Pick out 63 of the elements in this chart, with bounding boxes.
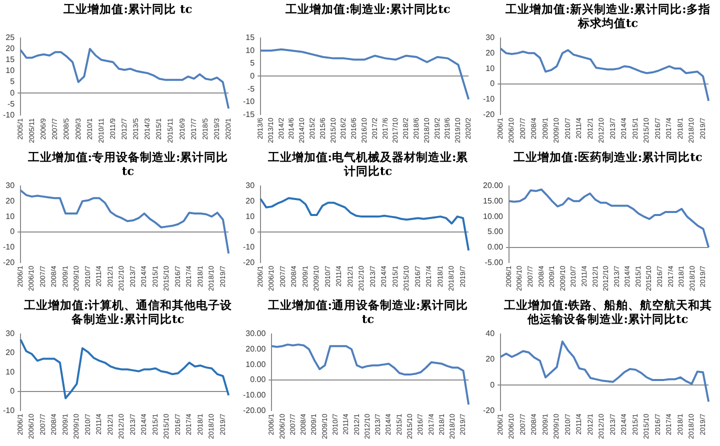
y-tick-label: 20 [486, 354, 496, 364]
y-tick-label: 10.00 [246, 360, 266, 369]
y-tick-label: 0 [250, 71, 256, 80]
chart-title: 工业增加值:电气机械及器材制造业:累计同比tc [266, 149, 470, 178]
y-tick-label: 0.00 [487, 242, 504, 252]
y-tick-label: 10 [246, 212, 256, 221]
y-tick-label: -5 [7, 99, 16, 108]
chart-title: 工业增加值:新兴制造业:累计同比:多指标求均值tc [504, 1, 712, 30]
y-tick-label: 20 [6, 44, 16, 54]
y-tick-label: 0 [250, 227, 256, 236]
y-tick-label: -10 [3, 110, 16, 120]
y-tick-label: -5.00 [484, 258, 504, 267]
y-tick-label: 20.00 [482, 181, 504, 190]
y-tick-label: 0 [490, 79, 496, 88]
y-tick-label: 30 [6, 181, 16, 190]
y-tick-label: 10 [6, 367, 16, 376]
y-tick-label: -20 [243, 258, 256, 267]
y-tick-label: -20 [483, 406, 496, 415]
y-tick-label: 5 [250, 58, 256, 68]
y-tick-label: 30 [6, 329, 16, 338]
y-tick-label: 0.00 [250, 375, 266, 384]
y-tick-label: 30.00 [246, 329, 266, 338]
y-tick-label: 10 [486, 64, 496, 73]
y-tick-label: -15 [243, 110, 256, 119]
y-tick-label: 20 [486, 48, 496, 58]
y-tick-label: 25 [6, 33, 16, 42]
chart-title: 工业增加值:计算机、通信和其他电子设备制造业:累计同比tc [22, 297, 234, 326]
y-tick-label: 15 [6, 55, 16, 64]
chart-title: 工业增加值:制造业:累计同比tc [284, 1, 452, 18]
chart-title: 工业增加值:医药制造业:累计同比tc [512, 149, 704, 166]
y-tick-label: 0 [490, 380, 496, 390]
y-tick-label: 0 [10, 386, 16, 396]
y-tick-label: 10 [6, 66, 16, 76]
y-tick-label: -10 [3, 242, 16, 252]
y-tick-label: -10 [243, 97, 256, 106]
chart-title: 工业增加值:通用设备制造业:累计同比tc [266, 297, 470, 326]
y-tick-label: 10 [6, 212, 16, 221]
y-tick-label: 0 [10, 227, 16, 236]
chart-title: 工业增加值:铁路、船舶、航空航天和其他运输设备制造业:累计同比tc [502, 297, 714, 326]
y-tick-label: -10 [243, 242, 256, 252]
y-tick-label: -20 [483, 110, 496, 119]
y-tick-label: 5.00 [487, 227, 504, 236]
chart-title: 工业增加值:专用设备制造业:累计同比tc [26, 149, 230, 178]
y-tick-label: 30 [246, 181, 256, 190]
chart-title: 工业增加值:累计同比 tc [62, 1, 194, 18]
y-tick-label: 30 [486, 33, 496, 42]
y-tick-label: -10 [483, 94, 496, 104]
y-tick-label: 20.00 [246, 344, 266, 354]
y-tick-label: -10.00 [242, 390, 266, 400]
y-tick-label: -20 [3, 258, 16, 267]
y-tick-label: -20.00 [242, 406, 266, 415]
y-tick-label: 15 [246, 33, 256, 42]
y-tick-label: 20 [6, 348, 16, 358]
y-tick-label: 20 [6, 196, 16, 206]
y-tick-label: 10.00 [482, 212, 504, 221]
y-tick-label: 0 [10, 88, 16, 98]
y-tick-label: 20 [246, 196, 256, 206]
y-tick-label: 10 [246, 46, 256, 55]
y-tick-label: 15.00 [482, 196, 504, 206]
y-tick-label: 40 [486, 329, 496, 338]
y-tick-label: -5 [247, 84, 256, 94]
y-tick-label: -10 [3, 406, 16, 415]
y-tick-label: 5 [10, 77, 16, 86]
